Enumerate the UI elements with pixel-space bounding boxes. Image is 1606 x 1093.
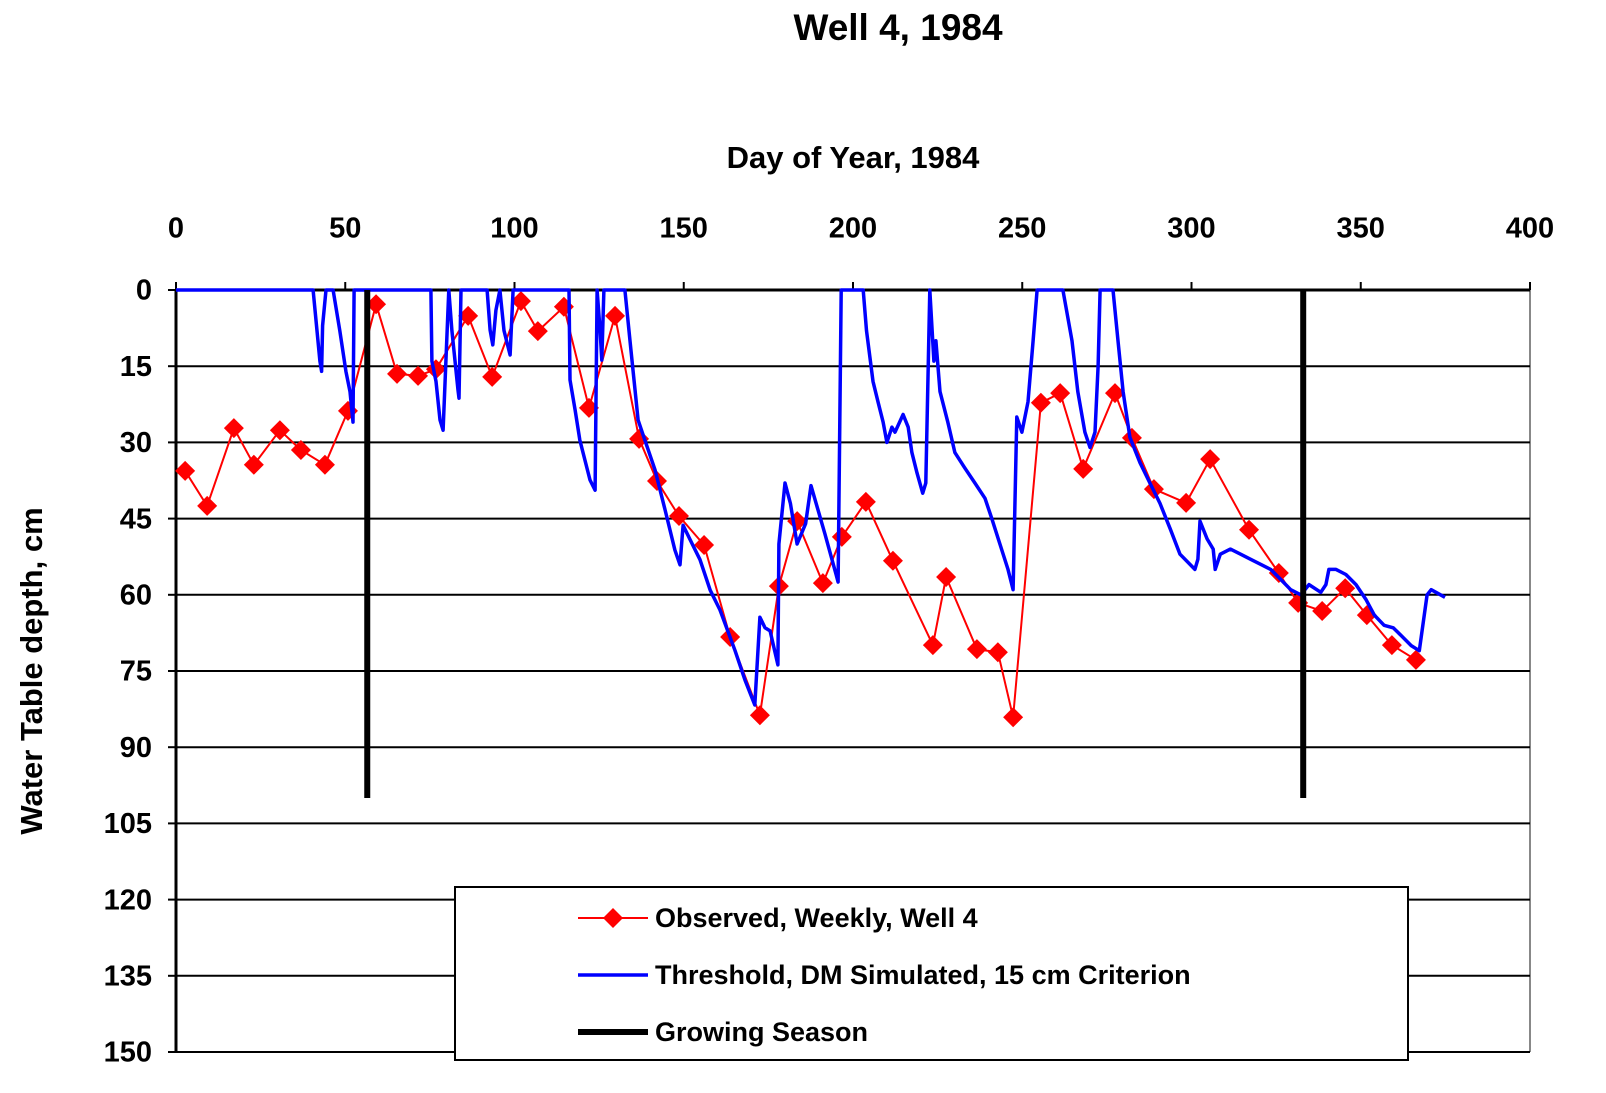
data-point	[1268, 562, 1289, 583]
x-tick-label: 400	[1506, 213, 1554, 245]
data-point	[1200, 449, 1221, 470]
plot-area: 0 15 30 45 60 75 90 105 120 135 150 0 50 100 150 200 250…	[104, 213, 1555, 1069]
data-point	[987, 642, 1008, 663]
legend-label: Growing Season	[655, 1017, 868, 1047]
x-tick-label: 0	[168, 213, 184, 245]
series-line	[184, 300, 1417, 719]
data-point	[366, 294, 387, 315]
y-tick-label: 0	[136, 275, 152, 307]
y-tick-label: 135	[104, 960, 152, 992]
legend-label: Threshold, DM Simulated, 15 cm Criterion	[655, 960, 1191, 990]
y-tick-label: 150	[104, 1037, 152, 1069]
y-tick-label: 60	[120, 579, 152, 611]
data-point	[1050, 383, 1071, 404]
data-point	[694, 535, 715, 556]
data-point	[387, 363, 408, 384]
x-tick-label: 300	[1167, 213, 1215, 245]
x-tick-label: 150	[660, 213, 708, 245]
data-point	[243, 454, 264, 475]
data-point	[669, 506, 690, 527]
y-tick-label: 15	[120, 351, 152, 383]
x-tick-label: 350	[1337, 213, 1385, 245]
data-point	[1405, 649, 1426, 670]
series-line	[176, 288, 1446, 707]
legend-marker	[603, 908, 623, 928]
legend-label: Observed, Weekly, Well 4	[655, 903, 978, 933]
data-point	[510, 291, 531, 312]
data-point	[527, 321, 548, 342]
data-point	[223, 418, 244, 439]
data-point	[1003, 707, 1024, 728]
x-tick-label: 50	[329, 213, 361, 245]
data-point	[812, 573, 833, 594]
chart-title: Well 4, 1984	[793, 7, 1003, 48]
data-point	[966, 639, 987, 660]
data-point	[458, 305, 479, 326]
legend: Observed, Weekly, Well 4 Threshold, DM Si…	[454, 886, 1409, 1061]
data-point	[749, 705, 770, 726]
data-point	[605, 305, 626, 326]
data-point	[1335, 578, 1356, 599]
data-point	[1104, 383, 1125, 404]
y-axis-label: Water Table depth, cm	[14, 507, 49, 834]
data-point	[1030, 392, 1051, 413]
y-tick-label: 75	[120, 656, 152, 688]
data-point	[269, 420, 290, 441]
data-point	[1381, 635, 1402, 656]
y-tick-label: 120	[104, 884, 152, 916]
data-point	[1073, 458, 1094, 479]
y-tick-label: 45	[120, 503, 152, 535]
data-point	[578, 397, 599, 418]
y-tick-label: 30	[120, 427, 152, 459]
x-tick-label: 250	[998, 213, 1046, 245]
data-point	[175, 460, 196, 481]
data-point	[1176, 492, 1197, 513]
data-point	[1239, 519, 1260, 540]
data-point	[1312, 601, 1333, 622]
data-point	[290, 440, 311, 461]
x-tick-label: 200	[829, 213, 877, 245]
data-point	[197, 495, 218, 516]
x-tick-label: 100	[490, 213, 538, 245]
data-point	[882, 550, 903, 571]
data-point	[936, 567, 957, 588]
data-point	[314, 454, 335, 475]
data-point	[855, 491, 876, 512]
data-point	[922, 635, 943, 656]
y-tick-label: 90	[120, 732, 152, 764]
data-point	[408, 365, 429, 386]
x-axis-label: Day of Year, 1984	[727, 140, 981, 175]
data-point	[482, 366, 503, 387]
y-tick-label: 105	[104, 808, 152, 840]
